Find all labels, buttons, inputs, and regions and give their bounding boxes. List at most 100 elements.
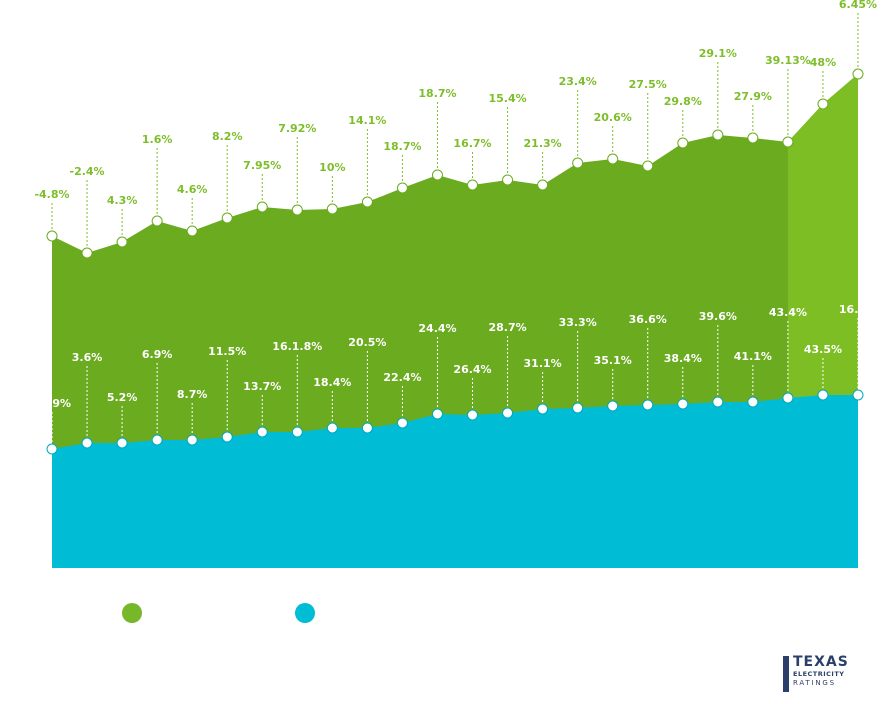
series-a-point [291, 204, 303, 216]
series-a-data-label: 4.6% [177, 183, 208, 196]
series-a-points [46, 68, 864, 259]
series-b-point [782, 392, 794, 404]
series-a-point [607, 153, 619, 165]
series-b-data-label: 22.4% [383, 371, 421, 384]
series-a-data-label: 16.7% [453, 137, 491, 150]
series-a-data-label: 15.4% [488, 92, 526, 105]
series-a-point [46, 230, 58, 242]
series-a-point [537, 179, 549, 191]
series-a-data-label: 10% [319, 161, 345, 174]
series-a-data-label: -2.4% [70, 165, 105, 178]
series-a-point [572, 157, 584, 169]
series-b-data-label: 28.7% [488, 321, 526, 334]
series-b-data-label: 31.1% [524, 357, 562, 370]
series-a-data-label: 1.6% [142, 133, 173, 146]
series-a-data-label: 27.5% [629, 78, 667, 91]
legend-swatch-series-a [122, 603, 142, 623]
series-b-point [326, 422, 338, 434]
series-a-data-label: 23.4% [559, 75, 597, 88]
series-a-point [677, 137, 689, 149]
series-b-data-label: 16.1.8% [272, 340, 322, 353]
series-b-point [396, 417, 408, 429]
series-b-point [572, 402, 584, 414]
series-b-points [46, 389, 864, 455]
series-b-point [221, 431, 233, 443]
series-a-point [747, 132, 759, 144]
series-b-data-label: 13.7% [243, 380, 281, 393]
series-b-point [467, 409, 479, 421]
legend-swatch-series-b [295, 603, 315, 623]
series-b-data-label: 41.1% [734, 350, 772, 363]
series-a-point [256, 201, 268, 213]
logo-line-2: ELECTRICITY [793, 670, 845, 678]
series-a-point [431, 169, 443, 181]
series-b-point [747, 396, 759, 408]
series-b-data-label: 33.3% [559, 316, 597, 329]
series-a-data-label: 29.8% [664, 95, 702, 108]
series-a-data-label: 4.3% [107, 194, 138, 207]
series-b-point [46, 443, 58, 455]
series-a-point [396, 182, 408, 194]
series-a-data-label: 27.9% [734, 90, 772, 103]
series-b-point [607, 400, 619, 412]
series-a-point [221, 212, 233, 224]
series-b-leader-lines [51, 318, 859, 443]
series-a-data-label: 29.1% [699, 47, 737, 60]
series-a-point [186, 225, 198, 237]
logo-bar-icon [783, 656, 789, 692]
series-b-data-label: 35.1% [594, 354, 632, 367]
series-b-data-label: 6.9% [142, 348, 173, 361]
series-b-data-label: 5.2% [107, 391, 138, 404]
series-b-point [537, 403, 549, 415]
series-a-data-label: 20.6% [594, 111, 632, 124]
series-a-point [817, 98, 829, 110]
series-b-data-label: 8.7% [177, 388, 208, 401]
logo-line-3: RATINGS [793, 678, 836, 687]
series-b-labels: 1.79% 3.6% 5.2% 6.9% 8.7% 11.5% 13.7% 16.1.8% 18… [33, 303, 877, 410]
series-b-data-label: 36.6% [629, 313, 667, 326]
series-a-point [467, 179, 479, 191]
series-a-point [712, 129, 724, 141]
series-a-data-label: 21.3% [524, 137, 562, 150]
series-a-data-label: 14.1% [348, 114, 386, 127]
series-b-data-label: 38.4% [664, 352, 702, 365]
series-a-point [81, 247, 93, 259]
series-a-data-label: 18.7% [383, 140, 421, 153]
series-a-data-label: 7.92% [278, 122, 316, 135]
series-b-data-label: 24.4% [418, 322, 456, 335]
series-b-point [817, 389, 829, 401]
series-b-data-label: 11.5% [208, 345, 246, 358]
series-a-labels: -4.8%-2.4% 4.3% 1.6% 4.6% 8.2% 7.95% 7.92% 10% 1… [34, 0, 877, 207]
series-b-point [642, 399, 654, 411]
series-b-point [81, 437, 93, 449]
texas-electricity-ratings-logo: TEXAS ELECTRICITY RATINGS [781, 655, 871, 695]
series-b-point [852, 389, 864, 401]
series-a-point [361, 196, 373, 208]
series-a-point [642, 160, 654, 172]
series-a-data-label: 6.45% [839, 0, 877, 11]
series-b-data-label: 39.6% [699, 310, 737, 323]
series-b-data-label: 3.6% [72, 351, 103, 364]
logo-line-1: TEXAS [793, 654, 849, 670]
series-b-data-label: 20.5% [348, 336, 386, 349]
series-b-point [151, 434, 163, 446]
series-b-point [677, 398, 689, 410]
series-a-point [782, 136, 794, 148]
series-a-data-label: 7.95% [243, 159, 281, 172]
series-a-point [502, 174, 514, 186]
series-b-point [116, 437, 128, 449]
series-b-point [186, 434, 198, 446]
series-a-data-label: 8.2% [212, 130, 243, 143]
series-b-point [256, 426, 268, 438]
series-a-data-label: 39.13% [765, 54, 811, 67]
series-a-point [852, 68, 864, 80]
series-b-point [431, 408, 443, 420]
series-b-point [291, 426, 303, 438]
series-b-area [52, 395, 858, 568]
series-b-data-label: 43.5% [804, 343, 842, 356]
series-b-data-label: 43.4% [769, 306, 807, 319]
series-a-point [151, 215, 163, 227]
series-a-data-label: 48% [810, 56, 836, 69]
series-b-point [361, 422, 373, 434]
